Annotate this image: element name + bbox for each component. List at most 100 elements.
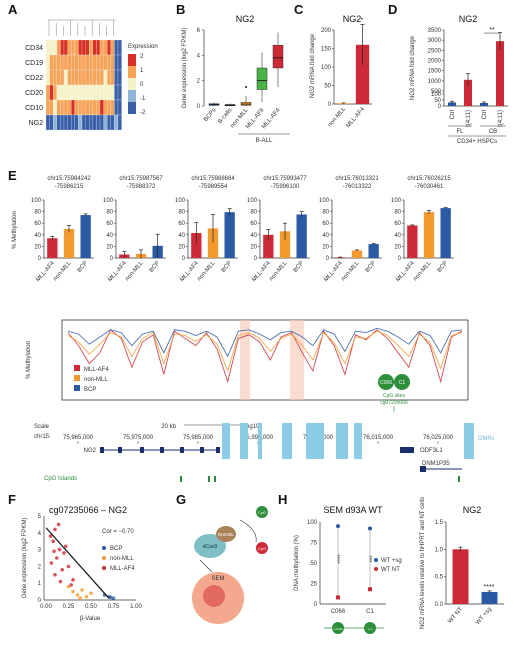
heatmap-cell (107, 99, 111, 116)
y-tick-label: 0 (110, 256, 114, 262)
heatmap-cell (56, 99, 61, 116)
y-tick-label: 3500 (428, 28, 442, 34)
legend-marker (102, 556, 106, 560)
bar (423, 212, 435, 258)
heatmap-row-label: CD20 (25, 90, 43, 97)
y-tick-label: 40 (394, 233, 401, 239)
bar (263, 234, 274, 258)
heatmap-cell (96, 99, 101, 116)
x-tick-label: BCP (221, 260, 234, 273)
x-tick-label: t(4;11) (466, 110, 472, 127)
legend-marker (374, 558, 378, 562)
heatmap-cell (117, 114, 122, 131)
subchart-title: -76030461 (415, 184, 444, 190)
x-tick-label: BCP (293, 260, 306, 273)
panel-letter-c: C (294, 2, 304, 17)
group-label: CB (489, 129, 497, 135)
heatmap-cell (78, 114, 83, 131)
dnmt3l-shape (216, 526, 236, 542)
cpg-site-label: C066 (380, 380, 392, 386)
scatter-point (111, 596, 116, 601)
heatmap-cell (53, 69, 57, 86)
heatmap-cell (92, 114, 97, 131)
heatmap-cell (78, 84, 83, 101)
heatmap-legend-tick: 1 (140, 68, 144, 74)
correlation-label: Cor = −0.70 (102, 529, 134, 535)
cpg-site-marker (378, 374, 394, 390)
gene-exon (118, 447, 122, 453)
heatmap-cell (110, 69, 115, 86)
heatmap-cell (67, 114, 72, 131)
y-axis-label: DNA methylation (%) (294, 535, 300, 591)
gene-exon (420, 466, 426, 472)
scatter-point (53, 573, 57, 577)
x-tick-label: BCP (77, 260, 90, 273)
genome-track-panel: % Methylation MLL-AF4 non-MLL BCP C066 C1 CpG … (26, 319, 495, 482)
heatmap-cell (117, 54, 122, 71)
gene-exon (180, 447, 184, 453)
dcas9-shape (194, 534, 226, 558)
y-tick-label: 20 (250, 244, 257, 250)
heatmap-row-label: CD22 (25, 75, 43, 82)
panel-letter-a: A (8, 2, 18, 17)
dmr-block (222, 423, 230, 459)
x-tick-label: non-MLL (197, 260, 217, 283)
heatmap-cell (63, 54, 68, 71)
bar (481, 591, 498, 604)
heatmap-cell (49, 84, 54, 101)
cpg-island (214, 476, 216, 482)
bar (448, 102, 456, 106)
heatmap-legend-tick: -2 (140, 110, 146, 116)
heatmap-cell (49, 114, 54, 131)
heatmap-cell (81, 99, 86, 116)
heatmap-cell (99, 54, 104, 71)
y-tick-label: 60 (250, 221, 257, 227)
heatmap-cell (60, 84, 65, 101)
legend-label: BCP (110, 546, 122, 552)
y-tick-label: 40 (34, 233, 41, 239)
y-tick-label: 4 (38, 531, 42, 537)
genome-build: hg19 (246, 424, 260, 430)
heatmap-cell (110, 114, 115, 131)
legend-marker (102, 546, 106, 550)
heatmap-cell (60, 54, 65, 71)
data-point (336, 524, 340, 529)
highlight-region (290, 320, 304, 400)
bar (368, 244, 379, 258)
chrom-label: chr15: (34, 434, 51, 440)
track-frame (61, 319, 469, 401)
y-tick-label: 80 (250, 210, 257, 216)
cpg-unmethylated-icon (256, 506, 268, 518)
y-tick-label: 2000 (428, 59, 442, 65)
heatmap-cell (67, 99, 72, 116)
dmr-block (336, 423, 348, 459)
y-tick-label: 60 (34, 221, 41, 227)
scatter-point (49, 561, 54, 565)
gene-exon (100, 447, 104, 453)
cpg-legend-label: CpG sites (383, 393, 405, 399)
subchart-title: -76013322 (343, 184, 372, 190)
heatmap-cell (45, 84, 50, 101)
heatmap-cell (63, 84, 68, 101)
subchart-title: -75996100 (271, 184, 300, 190)
y-axis-label: Gene expression (log2 FPKM) (22, 518, 28, 599)
arrow-path (199, 559, 213, 573)
group-label: B-ALL (256, 138, 273, 144)
scatter-point (58, 579, 63, 584)
bar (335, 257, 346, 258)
heatmap-cell (103, 114, 108, 131)
significance-label: * (361, 17, 364, 24)
x-tick-label: 0.00 (40, 604, 52, 610)
y-tick-label: 100 (391, 198, 402, 204)
heatmap-cell (117, 99, 122, 116)
heatmap-cell (53, 99, 57, 116)
heatmap-cell (60, 114, 65, 131)
scatter-point (62, 551, 66, 555)
cpg-island (458, 476, 460, 482)
y-tick-label: 60 (394, 221, 401, 227)
heatmap-cell (103, 99, 108, 116)
y-tick-label: 0 (438, 104, 442, 110)
heatmap-cell (74, 39, 79, 56)
heatmap-row-label: CD34 (25, 45, 43, 52)
heatmap-cell (67, 39, 72, 56)
